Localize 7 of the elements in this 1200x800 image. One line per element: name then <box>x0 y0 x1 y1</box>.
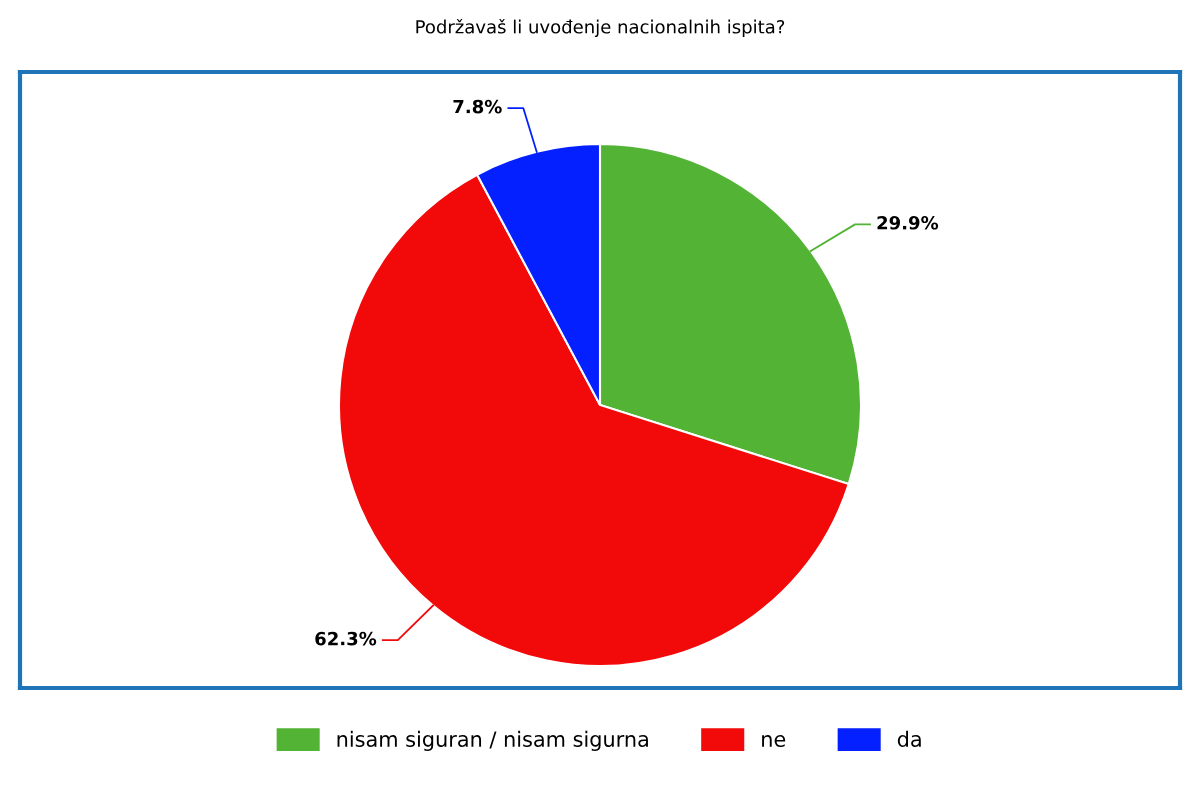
data-label: 29.9% <box>877 215 939 230</box>
chart-title: Podržavaš li uvođenje nacionalnih ispita? <box>416 18 785 38</box>
legend-label: nisam siguran / nisam sigurna <box>337 730 648 752</box>
data-label: 7.8% <box>453 99 502 114</box>
legend-label: ne <box>762 735 786 747</box>
legend-label: da <box>897 730 921 747</box>
data-label: 62.3% <box>315 631 377 646</box>
